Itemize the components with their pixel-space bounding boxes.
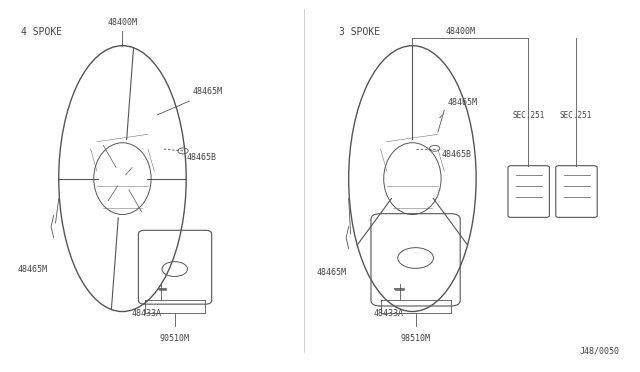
Text: 48465M: 48465M bbox=[447, 97, 477, 107]
Text: 48465B: 48465B bbox=[186, 153, 216, 162]
Text: 3 SPOKE: 3 SPOKE bbox=[339, 27, 380, 37]
Text: 48433A: 48433A bbox=[132, 309, 162, 318]
Text: SEC.251: SEC.251 bbox=[512, 110, 545, 119]
Text: 98510M: 98510M bbox=[401, 334, 431, 343]
Text: 48465B: 48465B bbox=[441, 150, 471, 159]
Text: 48433A: 48433A bbox=[374, 309, 404, 318]
Text: 48400M: 48400M bbox=[445, 28, 475, 36]
Text: 90510M: 90510M bbox=[160, 334, 189, 343]
Text: 48465M: 48465M bbox=[317, 268, 347, 277]
Text: 4 SPOKE: 4 SPOKE bbox=[20, 27, 61, 37]
Text: SEC.251: SEC.251 bbox=[560, 110, 593, 119]
Text: 48400M: 48400M bbox=[108, 18, 138, 27]
Text: 48465M: 48465M bbox=[17, 264, 47, 273]
Text: J48/0050: J48/0050 bbox=[579, 347, 620, 356]
Text: 48465M: 48465M bbox=[193, 87, 223, 96]
